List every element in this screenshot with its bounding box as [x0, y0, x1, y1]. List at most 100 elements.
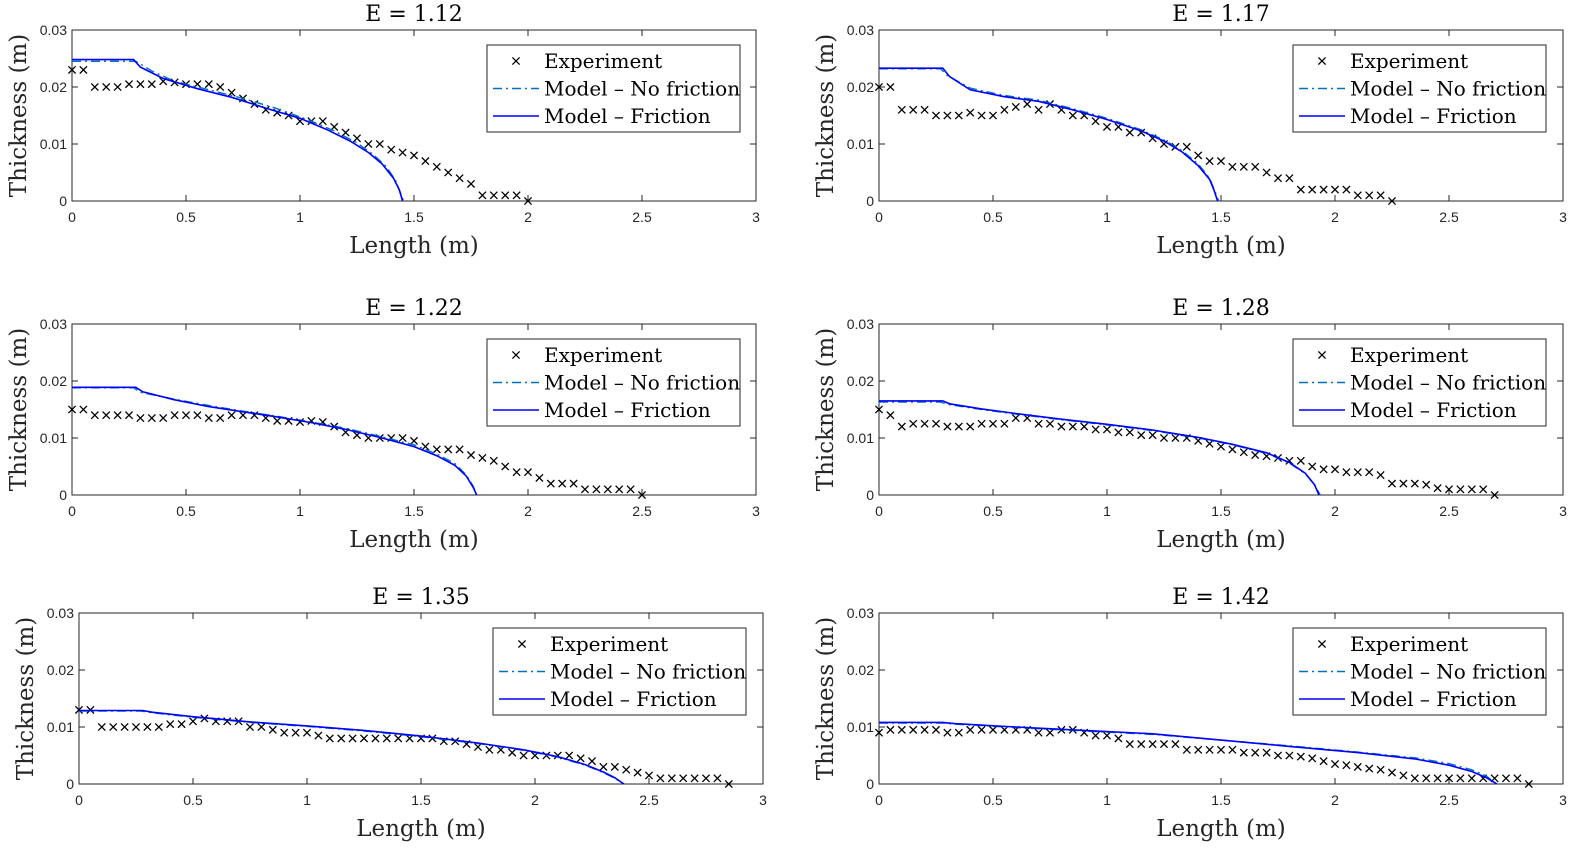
experiment-marker: [409, 436, 419, 445]
experiment-marker: [565, 751, 574, 760]
experiment-marker: [136, 413, 145, 423]
y-tick-label: 0.01: [847, 430, 874, 446]
legend-label: Model – Friction: [1350, 104, 1517, 128]
y-tick-label: 0: [59, 487, 67, 503]
legend: Experiment Model – No friction Model – Fri…: [492, 627, 747, 716]
experiment-marker: [679, 774, 688, 783]
experiment-marker: [1319, 757, 1328, 766]
x-axis-label: Length (m): [349, 233, 479, 259]
legend-label: Experiment: [550, 632, 668, 656]
experiment-marker: [1159, 139, 1169, 149]
experiment-marker: [382, 734, 391, 743]
experiment-marker: [1319, 465, 1328, 474]
chart-panel-1: 0 0.5 1 1.5 2 2.5 3 0 0.01 0.02 0.03 Length (m) Thic…: [6, 2, 760, 259]
experiment-marker: [1011, 413, 1020, 423]
experiment-marker: [245, 722, 255, 732]
experiment-marker: [348, 734, 357, 743]
y-tick-label: 0.02: [47, 662, 74, 678]
x-axis-label: Length (m): [1156, 816, 1286, 842]
experiment-marker: [1216, 745, 1226, 754]
experiment-marker: [701, 774, 711, 783]
x-tick-label: 2: [1331, 792, 1339, 808]
experiment-marker: [954, 422, 963, 431]
experiment-marker: [1365, 191, 1374, 200]
experiment-marker: [576, 754, 585, 763]
model-no-friction-line: [72, 60, 405, 202]
y-tick-label: 0.01: [847, 136, 874, 152]
experiment-marker: [1524, 779, 1533, 789]
legend-box: [486, 44, 741, 133]
experiment-marker: [102, 411, 111, 420]
experiment-marker: [1125, 128, 1134, 137]
x-tick-label: 1.5: [1211, 792, 1231, 808]
experiment-marker: [90, 411, 99, 420]
experiment-marker: [1410, 479, 1419, 488]
experiment-marker: [1467, 774, 1476, 783]
chart-panel-2: 0 0.5 1 1.5 2 2.5 3 0 0.01 0.02 0.03 Length (m) Thic…: [813, 2, 1567, 259]
experiment-marker: [931, 111, 941, 120]
experiment-marker: [508, 748, 517, 757]
x-tick-label: 1: [1103, 792, 1111, 808]
experiment-marker: [1273, 751, 1283, 760]
y-axis-label: Thickness (m): [813, 617, 839, 780]
x-tick-label: 0.5: [983, 503, 1003, 519]
series-group: [874, 721, 1533, 789]
legend: Experiment Model – No friction Model – Fri…: [1292, 44, 1547, 133]
experiment-marker: [1239, 748, 1248, 757]
x-tick-label: 2: [531, 792, 539, 808]
experiment-marker: [1342, 468, 1351, 477]
legend-label: Experiment: [544, 343, 662, 367]
experiment-marker: [1057, 422, 1066, 431]
experiment-marker: [1422, 480, 1431, 489]
x-tick-label: 0.5: [176, 209, 196, 225]
experiment-marker: [1330, 185, 1340, 194]
legend-label: Model – No friction: [1350, 660, 1546, 684]
experiment-marker: [318, 117, 327, 126]
experiment-marker: [886, 411, 895, 420]
legend-marker-experiment: [1317, 350, 1327, 360]
experiment-marker: [966, 108, 975, 117]
y-tick-label: 0.03: [40, 22, 67, 38]
experiment-marker: [67, 405, 77, 414]
y-tick-label: 0.01: [40, 136, 67, 152]
experiment-marker: [136, 80, 145, 89]
experiment-marker: [455, 174, 464, 183]
legend-label: Experiment: [1350, 632, 1468, 656]
experiment-marker: [371, 734, 380, 743]
experiment-marker: [1000, 105, 1009, 114]
model-friction-line: [79, 709, 625, 785]
experiment-marker: [1501, 774, 1511, 783]
experiment-marker: [1479, 485, 1488, 494]
experiment-marker: [143, 722, 152, 732]
y-tick-label: 0.02: [847, 662, 874, 678]
experiment-marker: [1125, 428, 1134, 437]
experiment-marker: [216, 413, 225, 423]
x-tick-label: 2.5: [632, 209, 652, 225]
legend-marker-experiment: [1317, 56, 1327, 66]
experiment-marker: [1216, 157, 1226, 166]
experiment-marker: [188, 717, 198, 726]
chart-panel-6: 0 0.5 1 1.5 2 2.5 3 0 0.01 0.02 0.03 Length (m) Thic…: [813, 585, 1567, 842]
x-tick-label: 2: [524, 209, 532, 225]
experiment-marker: [1148, 740, 1157, 749]
experiment-marker: [364, 139, 373, 149]
experiment-marker: [1308, 754, 1317, 763]
experiment-marker: [523, 468, 533, 477]
experiment-marker: [1068, 422, 1077, 431]
chart-panel-4: 0 0.5 1 1.5 2 2.5 3 0 0.01 0.02 0.03 Length (m) Thic…: [813, 296, 1567, 553]
experiment-marker: [337, 734, 346, 743]
experiment-marker: [1319, 185, 1328, 194]
experiment-marker: [1387, 479, 1397, 488]
experiment-marker: [154, 722, 163, 732]
experiment-marker: [1513, 774, 1522, 783]
legend: Experiment Model – No friction Model – Fri…: [486, 338, 741, 427]
experiment-marker: [954, 111, 963, 120]
model-no-friction-line: [879, 401, 1321, 496]
experiment-marker: [398, 148, 407, 157]
experiment-marker: [1091, 731, 1100, 740]
experiment-marker: [398, 433, 407, 443]
x-tick-label: 3: [752, 209, 760, 225]
experiment-marker: [610, 762, 619, 771]
experiment-marker: [67, 65, 77, 74]
experiment-marker: [341, 128, 350, 137]
